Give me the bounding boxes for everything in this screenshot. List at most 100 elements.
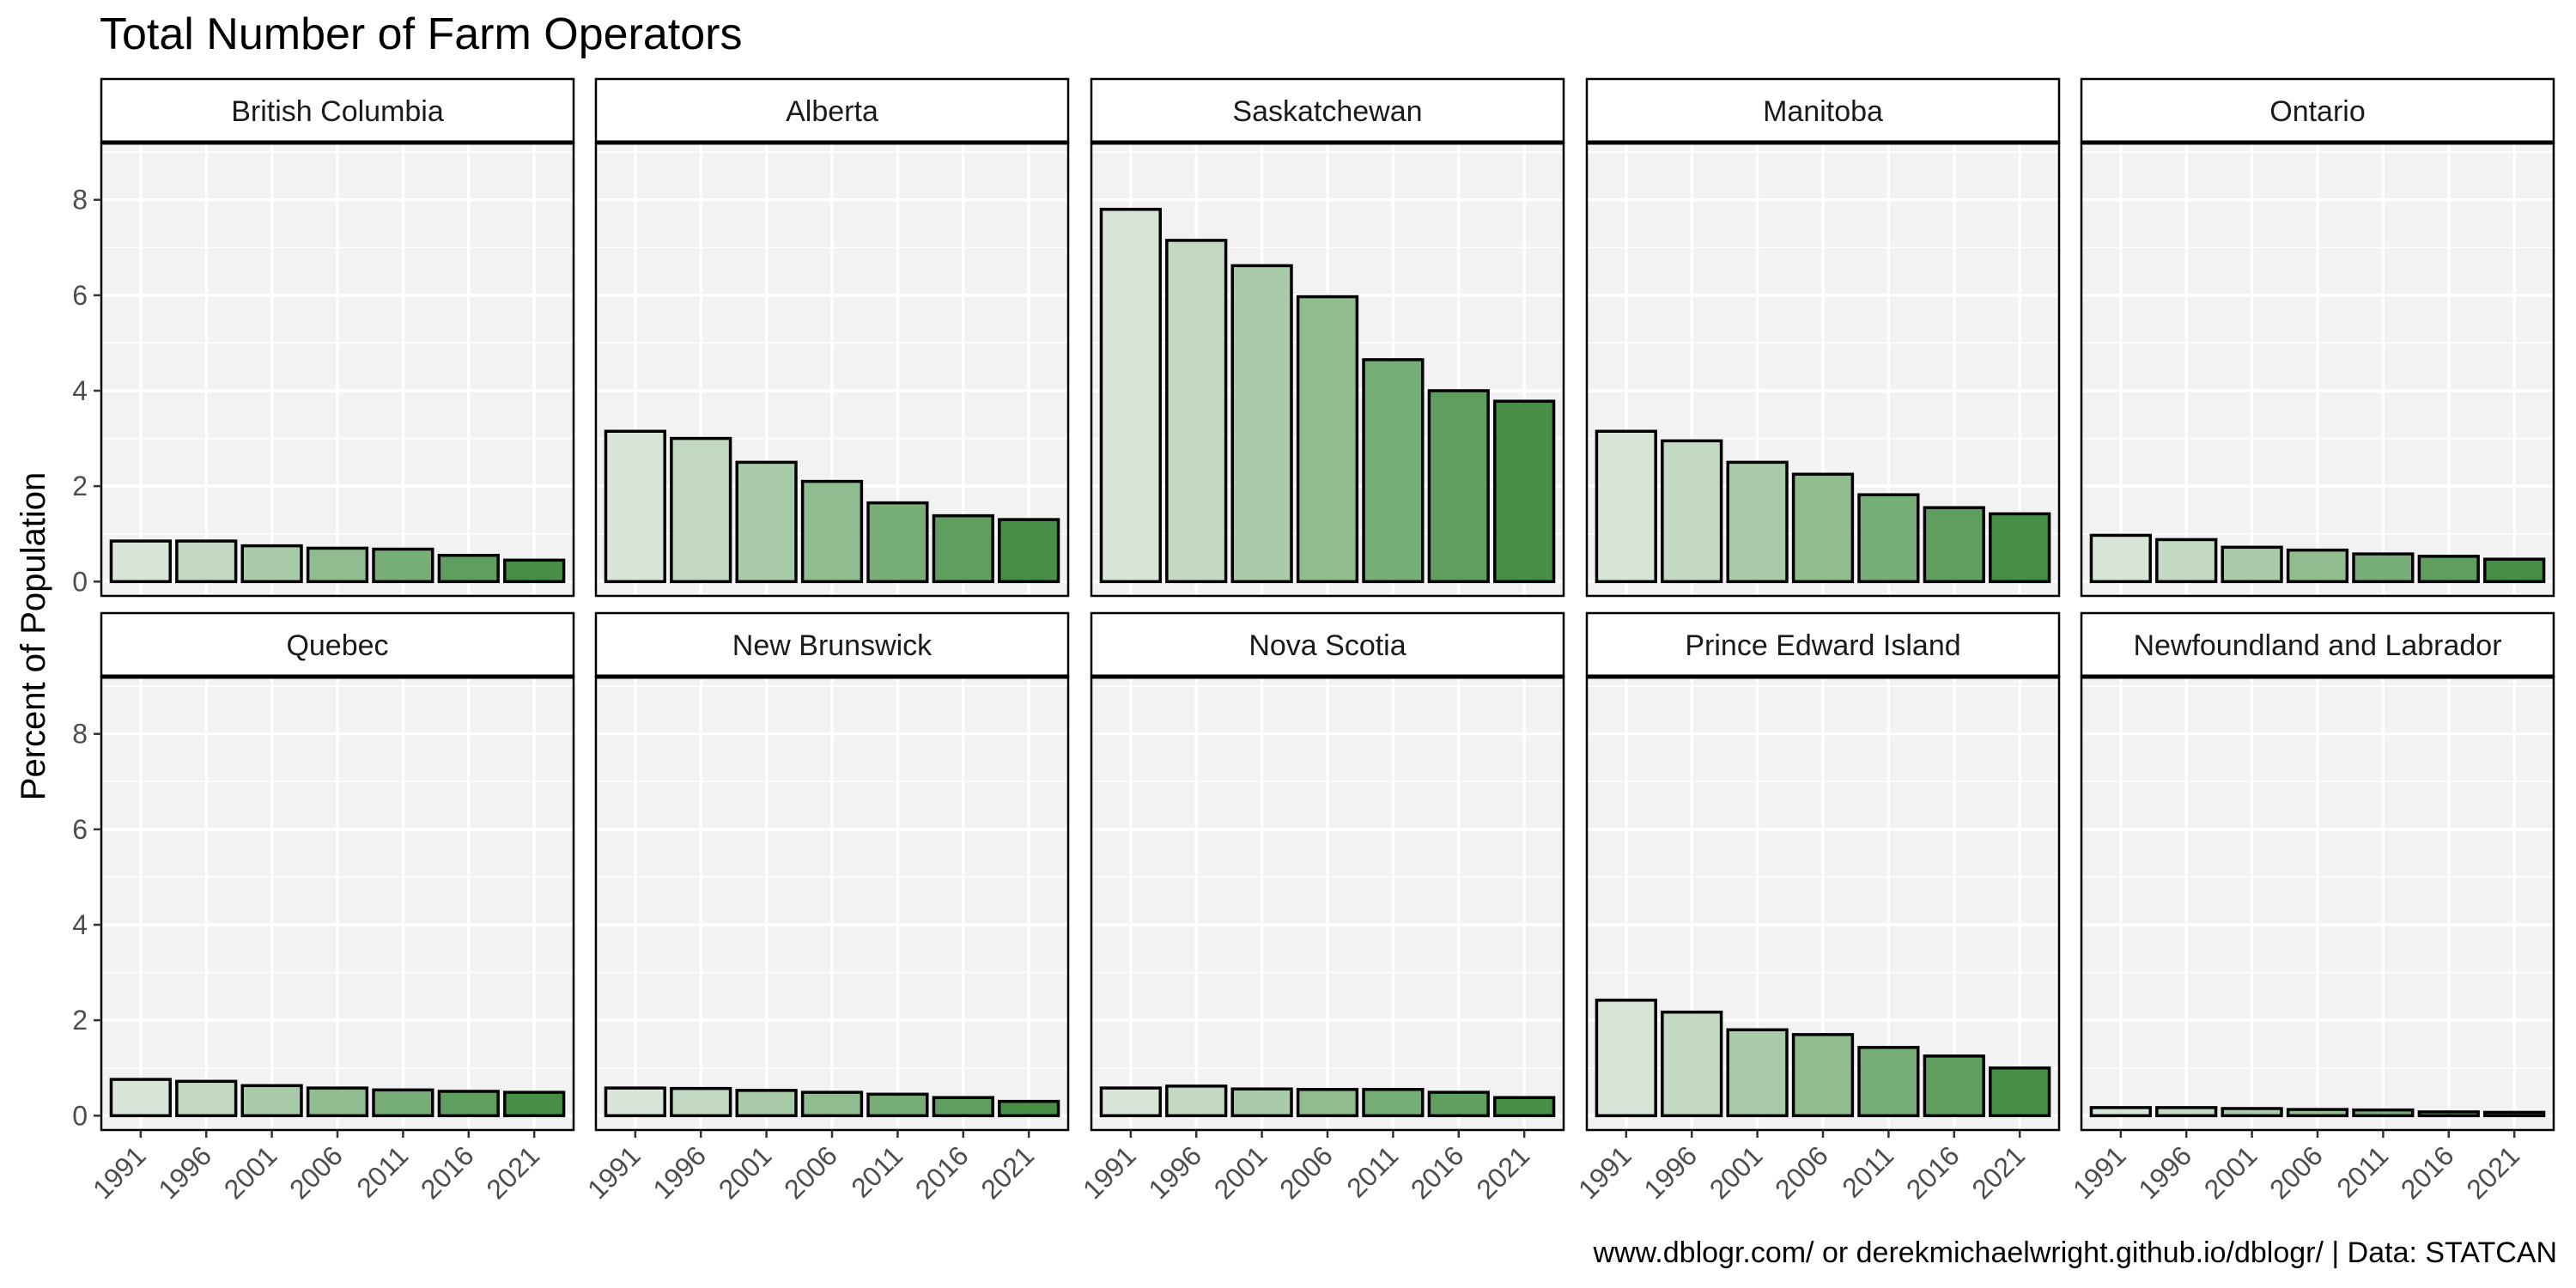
bar	[503, 1091, 566, 1118]
y-tick-label: 8	[72, 719, 88, 750]
bar	[2286, 1108, 2349, 1118]
y-tick-label: 4	[72, 375, 88, 406]
x-tick-label: 2021	[1470, 1139, 1535, 1205]
x-tick-label: 2001	[218, 1139, 283, 1205]
bar	[1230, 264, 1293, 584]
facet-strip	[100, 611, 575, 678]
bar	[306, 546, 369, 584]
bar	[2221, 545, 2283, 584]
bar	[604, 1086, 666, 1118]
facet-strip-label: Manitoba	[1763, 95, 1883, 128]
bar	[1165, 239, 1228, 584]
x-tick-label: 2016	[415, 1139, 480, 1205]
facet-strip-label: Alberta	[786, 95, 878, 128]
bar	[1857, 493, 1920, 584]
x-tick-label: 2021	[975, 1139, 1040, 1205]
bar	[240, 1084, 303, 1118]
facet-strip-label: New Brunswick	[732, 629, 933, 662]
bar	[175, 1079, 238, 1118]
bar	[800, 479, 864, 584]
x-tick-label: 2001	[2198, 1139, 2263, 1205]
bar	[735, 460, 798, 584]
x-tick-label: 2001	[713, 1139, 778, 1205]
bar	[1296, 295, 1359, 584]
chart-title: Total Number of Farm Operators	[100, 9, 743, 59]
bar	[1791, 472, 1855, 584]
bar	[2089, 533, 2152, 584]
bar	[2417, 1110, 2480, 1118]
y-tick-label: 6	[72, 280, 88, 311]
facet-strip	[1090, 77, 1565, 144]
bar	[437, 554, 500, 584]
bar	[735, 1089, 798, 1118]
bar	[670, 1086, 732, 1118]
y-tick-label: 2	[72, 1005, 88, 1036]
bar	[1493, 399, 1556, 584]
x-tick-label: 2001	[1208, 1139, 1273, 1205]
bar	[1923, 1054, 1985, 1118]
bar	[1427, 1091, 1490, 1118]
bar	[1726, 1028, 1789, 1118]
bar	[2352, 1108, 2415, 1118]
bar	[866, 501, 929, 584]
bar	[1726, 460, 1789, 584]
bar	[800, 1091, 864, 1118]
x-tick-label: 1991	[1572, 1139, 1637, 1205]
facet-strip-label: Nova Scotia	[1249, 629, 1406, 662]
facet-strip	[1585, 611, 2061, 678]
facet-strip-label: Quebec	[286, 629, 388, 662]
bar	[503, 558, 566, 584]
x-tick-label: 1991	[1077, 1139, 1142, 1205]
bar	[2221, 1107, 2283, 1118]
chart-caption: www.dblogr.com/ or derekmichaelwright.gi…	[1593, 1236, 2557, 1269]
x-tick-label: 1996	[152, 1139, 217, 1205]
x-tick-label: 2021	[1965, 1139, 2031, 1205]
x-tick-label: 2006	[1273, 1139, 1339, 1205]
bar	[306, 1086, 369, 1118]
bar	[2155, 538, 2218, 584]
bar	[2352, 552, 2415, 584]
bar	[1989, 512, 2051, 584]
x-tick-label: 1996	[2132, 1139, 2197, 1205]
x-tick-label: 2021	[480, 1139, 545, 1205]
y-tick-label: 0	[72, 566, 88, 597]
x-tick-label: 1996	[1637, 1139, 1703, 1205]
bar	[2417, 555, 2480, 584]
x-tick-label: 1996	[1142, 1139, 1207, 1205]
x-tick-label: 2011	[1836, 1139, 1899, 1203]
bar	[1362, 1088, 1425, 1118]
x-tick-label: 1996	[647, 1139, 712, 1205]
bar	[1661, 1010, 1723, 1118]
bar	[1099, 1086, 1162, 1118]
facet-strip-label: Newfoundland and Labrador	[2133, 629, 2501, 662]
x-tick-label: 1991	[87, 1139, 152, 1205]
x-tick-label: 2001	[1704, 1139, 1769, 1205]
bar	[1791, 1033, 1855, 1118]
y-tick-label: 8	[72, 185, 88, 216]
facet-strip-label: Ontario	[2269, 95, 2366, 128]
bar	[998, 518, 1060, 584]
x-tick-label: 1991	[2067, 1139, 2132, 1205]
facet-strip-label: Prince Edward Island	[1685, 629, 1960, 662]
x-tick-label: 1991	[581, 1139, 647, 1205]
bar	[1595, 999, 1657, 1118]
bar	[1165, 1084, 1228, 1118]
x-tick-label: 2016	[909, 1139, 975, 1205]
x-tick-label: 2011	[2330, 1139, 2394, 1203]
bar	[604, 429, 666, 584]
bar	[1595, 429, 1657, 584]
facet-strip-label: Saskatchewan	[1232, 95, 1422, 128]
bar	[1296, 1088, 1359, 1118]
bar	[2483, 557, 2546, 584]
x-tick-label: 2016	[2395, 1139, 2460, 1205]
y-tick-label: 6	[72, 814, 88, 845]
bar	[866, 1092, 929, 1118]
x-tick-label: 2011	[350, 1139, 414, 1203]
facet-strip	[2080, 611, 2555, 678]
bar	[372, 1088, 434, 1118]
bar	[2483, 1110, 2546, 1118]
x-tick-label: 2021	[2460, 1139, 2525, 1205]
bar	[109, 539, 172, 584]
bar	[2089, 1106, 2152, 1118]
bar	[372, 547, 434, 584]
